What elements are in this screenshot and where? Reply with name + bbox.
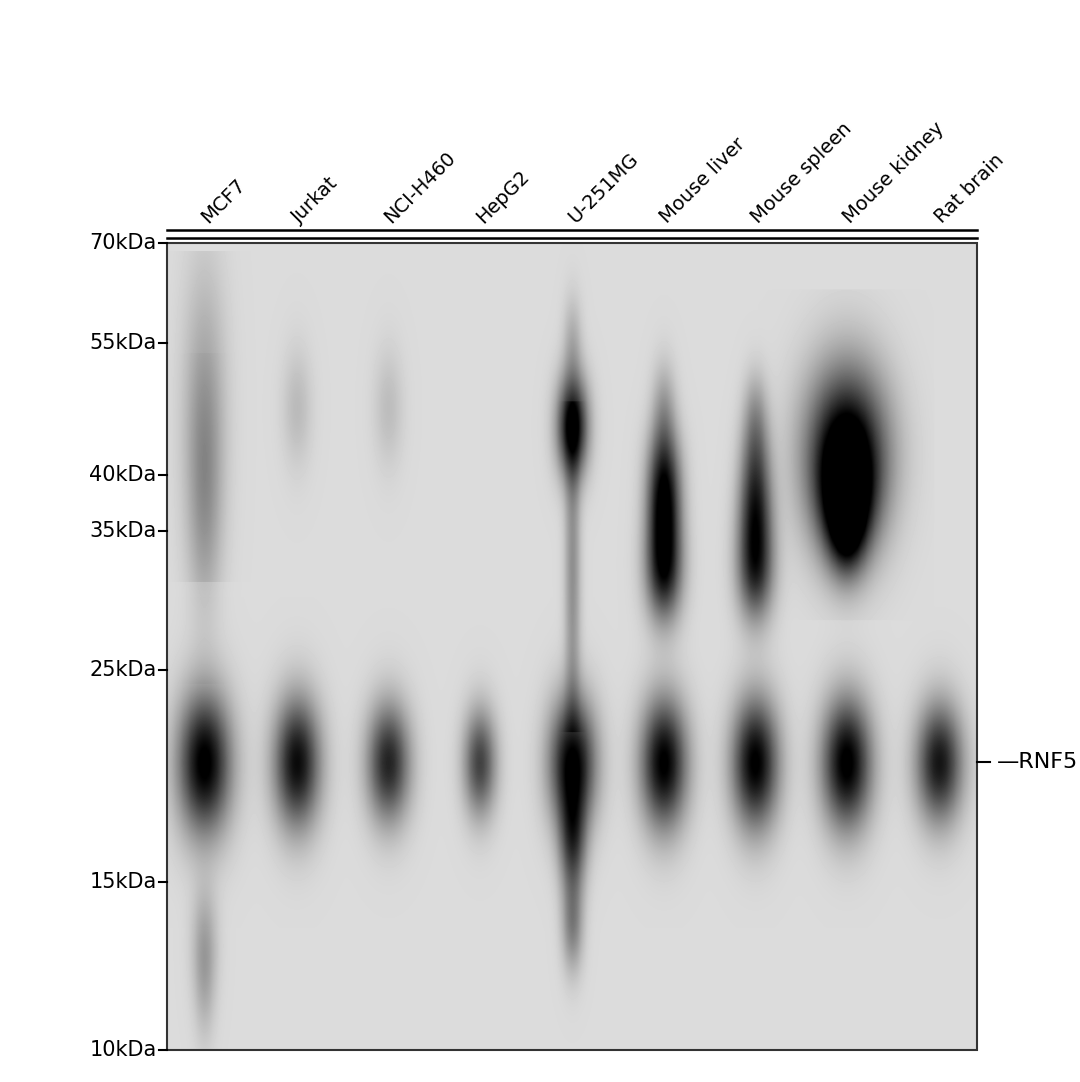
Text: 40kDa: 40kDa <box>90 465 157 485</box>
Text: —RNF5: —RNF5 <box>997 752 1078 773</box>
Text: Rat brain: Rat brain <box>932 150 1008 227</box>
Text: 55kDa: 55kDa <box>90 333 157 354</box>
Text: Mouse liver: Mouse liver <box>657 134 748 227</box>
Text: 10kDa: 10kDa <box>90 1040 157 1059</box>
Text: NCI-H460: NCI-H460 <box>381 148 459 227</box>
Text: HepG2: HepG2 <box>473 167 532 227</box>
Text: MCF7: MCF7 <box>198 175 248 227</box>
Text: 25kDa: 25kDa <box>90 660 157 679</box>
Text: Mouse spleen: Mouse spleen <box>748 119 855 227</box>
Text: 70kDa: 70kDa <box>90 234 157 253</box>
Text: 35kDa: 35kDa <box>90 520 157 541</box>
Bar <box>167 243 977 1050</box>
Text: U-251MG: U-251MG <box>565 149 642 227</box>
Text: Jurkat: Jurkat <box>289 174 342 227</box>
Text: 15kDa: 15kDa <box>90 872 157 892</box>
Text: Mouse kidney: Mouse kidney <box>840 119 948 227</box>
